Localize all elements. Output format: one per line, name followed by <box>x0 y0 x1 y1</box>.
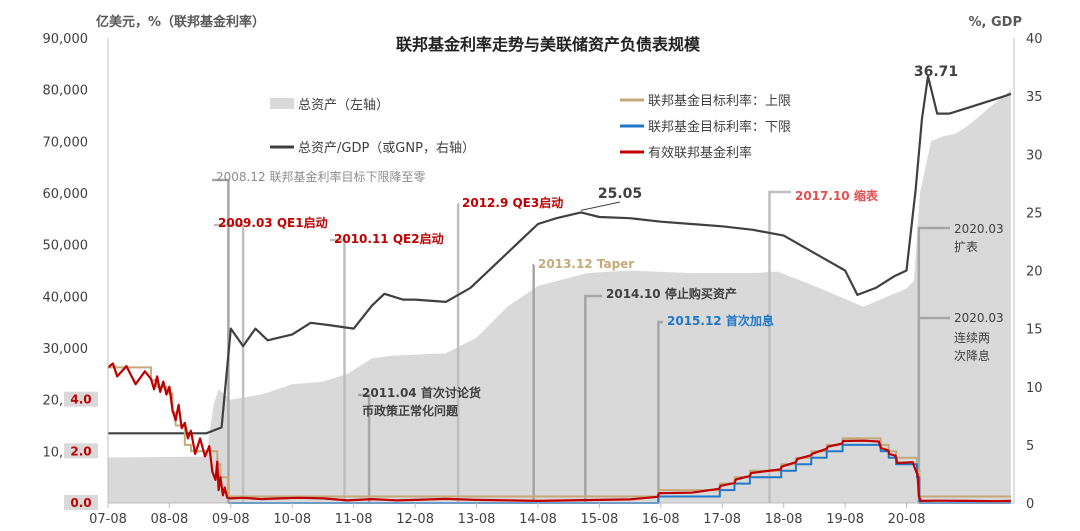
chart-title: 联邦基金利率走势与美联储资产负债表规模 <box>396 35 701 54</box>
left-tick-label: 80,000 <box>43 84 89 99</box>
left-tick-label: 90,000 <box>43 32 89 47</box>
annotation-2010-11-qe2-line <box>330 238 346 503</box>
right-tick-label: 35 <box>1026 90 1043 105</box>
annotation-2011-04-line <box>358 393 371 503</box>
left-tick-label: 50,000 <box>43 239 89 254</box>
rate-tick-label: 4.0 <box>70 393 91 407</box>
rate-tick-box <box>64 495 98 510</box>
left-tick-label: 70,000 <box>43 135 89 150</box>
legend-total-assets-swatch <box>270 98 294 109</box>
series-lower-target-line <box>228 443 1011 504</box>
x-tick-label: 15-08 <box>581 512 619 527</box>
x-tick-label: 07-08 <box>89 512 127 527</box>
right-tick-label: 25 <box>1026 206 1043 221</box>
x-tick-label: 13-08 <box>458 512 496 527</box>
annotation-2010-11-qe2-label: 2010.11 QE2启动 <box>334 231 444 246</box>
annotation-2014-10-label: 2014.10 停止购买资产 <box>606 286 737 301</box>
rate-tick-label: 0.0 <box>70 496 91 510</box>
annotation-2012-9-qe3-label: 2012.9 QE3启动 <box>462 195 563 210</box>
annotation-2020-03-expand-label-2: 扩表 <box>954 240 978 254</box>
right-tick-label: 30 <box>1026 148 1043 163</box>
annotation-2013-12-taper-label: 2013.12 Taper <box>538 257 634 271</box>
annotation-2020-03-cuts-line <box>917 316 950 503</box>
annotation-2020-03-cuts-label-3: 次降息 <box>954 348 990 363</box>
rate-tick-box <box>64 443 98 459</box>
annotation-2015-12-label: 2015.12 首次加息 <box>667 313 774 328</box>
annotation-2011-04-label-2: 币政策正常化问题 <box>362 403 459 418</box>
annotation-2011-04-label: 2011.04 首次讨论货 <box>362 385 481 400</box>
x-tick-label: 18-08 <box>765 512 803 527</box>
x-tick-label: 10-08 <box>273 512 311 527</box>
legend-assets-gdp-label: 总资产/GDP（或GNP，右轴） <box>298 141 475 156</box>
right-tick-label: 40 <box>1026 32 1043 47</box>
annotation-2014-10-line <box>584 294 602 503</box>
x-tick-label: 12-08 <box>396 512 434 527</box>
peak-label-2014: 25.05 <box>598 186 642 202</box>
annotation-2020-03-expand-label: 2020.03 <box>954 222 1004 236</box>
right-tick-label: 0 <box>1026 497 1034 512</box>
x-tick-label: 08-08 <box>151 512 189 527</box>
x-tick-label: 16-08 <box>642 512 680 527</box>
x-tick-label: 14-08 <box>519 512 557 527</box>
series-assets-gdp-line <box>108 75 1012 435</box>
legend-upper-target-label: 联邦基金目标利率：上限 <box>648 93 791 109</box>
left-tick-label: 30,000 <box>43 342 89 357</box>
left-axis-unit: 亿美元，%（联邦基金利率） <box>96 14 265 30</box>
right-tick-label: 10 <box>1026 381 1043 396</box>
rate-tick-label: 2.0 <box>70 444 91 458</box>
x-tick-label: 11-08 <box>335 512 373 527</box>
annotation-2020-03-cuts-label-2: 连续两 <box>954 330 990 345</box>
rate-tick-box <box>64 391 98 407</box>
series-total-assets-area <box>108 89 1011 503</box>
peak-label-2020: 36.71 <box>914 64 958 80</box>
right-axis-unit: %, GDP <box>969 15 1022 30</box>
left-tick-label: 60,000 <box>43 187 89 202</box>
right-tick-label: 20 <box>1026 265 1043 280</box>
annotation-2009-03-qe1-line <box>214 223 245 503</box>
legend-total-assets-label: 总资产（左轴） <box>298 98 389 113</box>
x-tick-label: 19-08 <box>826 512 864 527</box>
annotation-2017-10-line <box>768 190 791 503</box>
x-tick-label: 17-08 <box>703 512 741 527</box>
right-tick-label: 5 <box>1026 439 1034 454</box>
x-tick-label: 20-08 <box>888 512 926 527</box>
series-effective-rate-line <box>107 362 1011 503</box>
annotation-2015-12-line <box>657 320 663 503</box>
annotation-2008-12-line <box>212 178 230 503</box>
annotation-2020-03-cuts-label: 2020.03 <box>954 311 1004 325</box>
annotation-2008-12-label: 2008.12 联邦基金利率目标下限降至零 <box>216 169 425 184</box>
legend-lower-target-label: 联邦基金目标利率：下限 <box>648 119 791 135</box>
left-tick-label: 40,000 <box>43 290 89 305</box>
legend-effective-rate-label: 有效联邦基金利率 <box>648 145 752 161</box>
annotation-2017-10-label: 2017.10 缩表 <box>795 188 879 203</box>
peak-leader-2014 <box>580 201 621 211</box>
x-tick-label: 09-08 <box>212 512 250 527</box>
right-tick-label: 15 <box>1026 323 1043 338</box>
annotation-2009-03-qe1-label: 2009.03 QE1启动 <box>218 215 328 230</box>
